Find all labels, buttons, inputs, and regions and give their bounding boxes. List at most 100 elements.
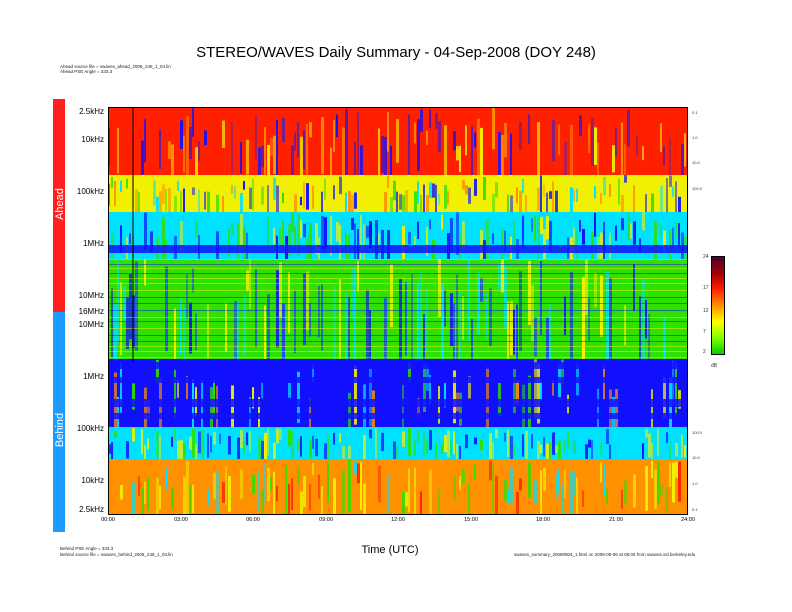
texture-streak <box>651 442 653 459</box>
texture-streak <box>120 180 122 193</box>
texture-streak <box>303 475 306 508</box>
texture-streak <box>267 467 270 501</box>
texture-streak <box>336 114 338 138</box>
texture-streak <box>480 439 483 451</box>
texture-streak <box>303 130 305 170</box>
texture-streak <box>327 435 329 459</box>
texture-streak <box>642 443 644 459</box>
texture-streak <box>213 472 216 500</box>
texture-streak <box>555 473 557 500</box>
texture-streak <box>108 444 111 454</box>
texture-streak <box>315 438 318 457</box>
texture-streak <box>462 180 465 190</box>
texture-streak <box>546 216 549 240</box>
texture-streak <box>426 130 428 145</box>
texture-streak <box>603 221 605 259</box>
texture-streak <box>378 465 381 503</box>
texture-streak <box>630 223 632 239</box>
texture-streak <box>417 181 419 204</box>
texture-streak <box>597 142 599 175</box>
texture-streak <box>570 272 573 359</box>
band-6 <box>108 459 688 515</box>
texture-streak <box>594 186 596 199</box>
rtick-ahead-100.0: 100.0 <box>692 186 703 191</box>
texture-streak <box>294 132 296 151</box>
texture-streak <box>666 487 668 515</box>
texture-streak <box>309 122 312 138</box>
texture-streak <box>267 144 270 175</box>
texture-streak <box>180 220 183 252</box>
texture-streak <box>429 219 431 230</box>
texture-streak <box>324 178 326 200</box>
texture-streak <box>585 444 588 459</box>
texture-streak <box>489 433 492 459</box>
ytick-ahead-10mhz: 10MHz <box>78 291 104 300</box>
texture-streak <box>609 277 612 359</box>
texture-streak <box>216 194 219 212</box>
texture-streak <box>144 481 146 504</box>
texture-streak <box>426 227 428 256</box>
texture-streak <box>183 443 186 459</box>
texture-line <box>108 335 688 336</box>
texture-streak <box>171 436 173 447</box>
texture-streak <box>120 282 122 356</box>
texture-streak <box>381 229 384 259</box>
ytick-ahead-16mhz: 16MHz <box>78 307 104 316</box>
texture-streak <box>258 397 260 427</box>
texture-streak <box>558 469 560 494</box>
cb-tick-12: 12 <box>703 308 709 314</box>
texture-streak <box>222 482 225 503</box>
texture-streak <box>636 135 638 156</box>
texture-streak <box>663 230 666 252</box>
texture-streak <box>444 382 446 408</box>
texture-streak <box>258 438 261 459</box>
texture-streak <box>531 434 533 449</box>
texture-streak <box>174 196 177 212</box>
texture-streak <box>342 470 345 515</box>
texture-streak <box>234 301 237 359</box>
texture-streak <box>240 429 243 449</box>
texture-streak <box>192 428 195 458</box>
texture-streak <box>357 261 359 292</box>
texture-streak <box>624 144 626 175</box>
texture-streak <box>144 444 146 459</box>
texture-streak <box>675 362 677 418</box>
texture-streak <box>354 365 357 425</box>
texture-streak <box>300 136 303 175</box>
texture-streak <box>645 300 647 339</box>
texture-streak <box>276 485 278 502</box>
texture-streak <box>294 290 296 354</box>
texture-streak <box>396 191 398 212</box>
texture-streak <box>117 127 119 174</box>
texture-streak <box>420 194 422 212</box>
texture-streak <box>624 305 626 346</box>
texture-gap <box>108 399 688 407</box>
texture-streak <box>423 184 425 212</box>
texture-streak <box>330 215 332 256</box>
rtick-behind-10.0: 10.0 <box>692 455 700 460</box>
texture-streak <box>363 435 366 459</box>
texture-streak <box>606 271 609 359</box>
texture-streak <box>501 259 504 293</box>
texture-streak <box>378 232 380 245</box>
texture-streak <box>333 185 335 200</box>
texture-streak <box>363 483 366 515</box>
texture-streak <box>189 485 191 515</box>
texture-line <box>108 259 688 260</box>
texture-streak <box>465 434 468 449</box>
texture-streak <box>306 271 309 331</box>
texture-streak <box>564 438 566 453</box>
texture-streak <box>513 309 515 355</box>
texture-streak <box>537 441 540 459</box>
footer-file: swaves_summary_20080904_1.html on 2008-0… <box>514 552 696 557</box>
texture-streak <box>495 429 498 438</box>
texture-streak <box>300 220 302 238</box>
texture-streak <box>510 435 513 459</box>
texture-streak <box>681 143 684 175</box>
texture-streak <box>285 465 287 515</box>
texture-streak <box>570 187 573 212</box>
texture-streak <box>255 114 257 159</box>
texture-streak <box>534 215 536 242</box>
texture-line <box>108 303 688 304</box>
cb-tick-24: 24 <box>703 254 709 260</box>
